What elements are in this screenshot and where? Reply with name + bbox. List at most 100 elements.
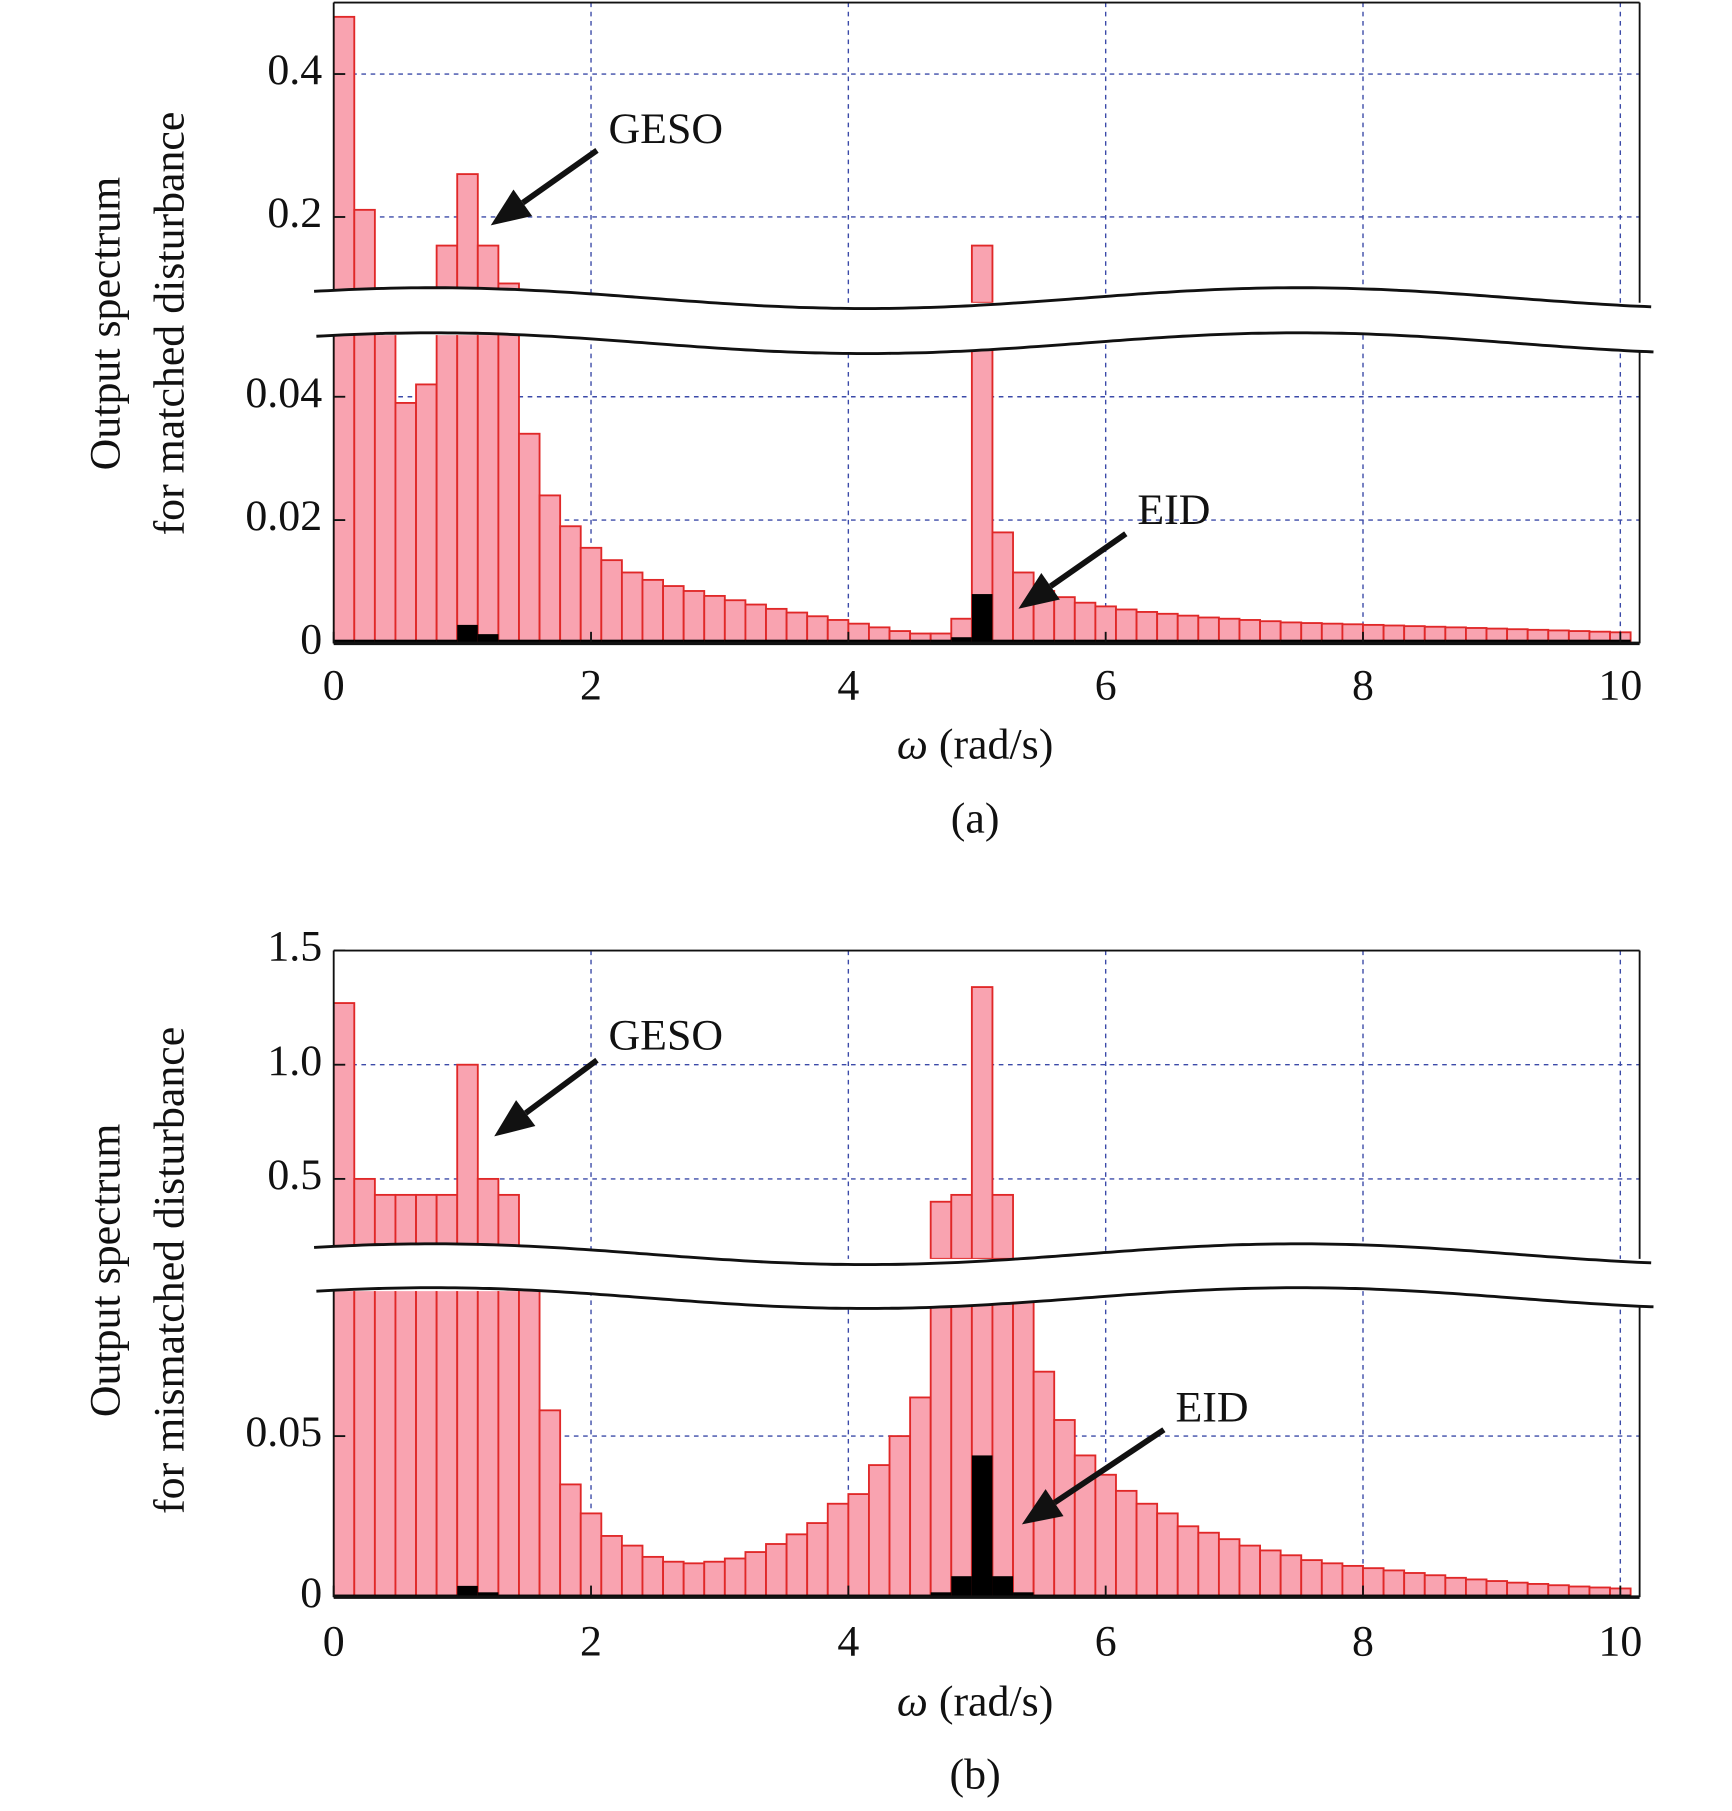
bar (559, 525, 582, 644)
bar (868, 639, 890, 644)
bar (1217, 1538, 1241, 1598)
arrow-head (494, 1100, 536, 1137)
bar (1300, 1559, 1323, 1598)
bar (374, 639, 396, 644)
bar (415, 383, 438, 644)
bar (1465, 639, 1487, 644)
y-tick-label: 0 (300, 615, 322, 663)
bar (785, 1533, 809, 1598)
bar (354, 639, 375, 644)
axis-break-line (316, 331, 1654, 356)
x-tick-label: 2 (580, 662, 602, 710)
bar (951, 637, 972, 644)
bar (909, 1396, 932, 1598)
arrow-head (1018, 573, 1060, 609)
bar (704, 639, 725, 644)
bar (1548, 639, 1569, 644)
bar (1363, 639, 1384, 644)
bar (333, 639, 355, 644)
x-tick-label: 10 (1598, 662, 1642, 710)
bar (970, 986, 994, 1259)
bar (1157, 639, 1178, 644)
bar (785, 611, 809, 644)
bar (1362, 1567, 1385, 1598)
y-tick-label: 0.4 (267, 46, 322, 94)
bar (621, 639, 643, 644)
x-tick-label: 8 (1352, 662, 1374, 710)
axis-break-line (316, 1286, 1654, 1310)
axis-break-line (313, 1242, 1652, 1267)
bar (1073, 601, 1097, 644)
y-tick-label: 0.2 (267, 189, 322, 237)
bar (1012, 571, 1035, 644)
bar (1507, 639, 1528, 644)
bar (476, 335, 500, 644)
bar (930, 639, 952, 644)
bar (682, 590, 706, 644)
bar (498, 639, 519, 644)
y-axis-label: Output spectrum (82, 177, 130, 471)
bar (1156, 612, 1179, 644)
bar (971, 594, 993, 644)
bar (1156, 1512, 1179, 1598)
bar (601, 639, 622, 644)
annotation-label: GESO (609, 105, 724, 153)
bar (1135, 611, 1159, 644)
bar (456, 1063, 479, 1259)
annotation-arrow (524, 1057, 599, 1116)
x-axis-label: ω (rad/s) (897, 1678, 1053, 1726)
bar (333, 1291, 356, 1598)
y-tick-label: 1.5 (267, 923, 322, 971)
bar (1342, 639, 1364, 644)
bar (826, 1502, 850, 1598)
bar (641, 578, 664, 644)
bar (745, 639, 767, 644)
bar (538, 1409, 562, 1598)
bar (1053, 596, 1076, 644)
bar (929, 1200, 953, 1259)
x-tick-label: 6 (1095, 662, 1117, 710)
bar (744, 603, 767, 644)
bar (538, 494, 562, 644)
bar (518, 639, 540, 644)
y-tick-label: 0.04 (245, 369, 322, 417)
bar (642, 639, 664, 644)
bar (1383, 639, 1405, 644)
bar (620, 571, 644, 644)
bar (868, 1464, 891, 1598)
bar (1074, 639, 1096, 644)
bar (703, 1560, 726, 1598)
bar (1382, 1569, 1406, 1598)
annotation-arrow (1048, 531, 1128, 589)
bar (1197, 616, 1220, 644)
bar (497, 335, 520, 644)
bar (970, 244, 994, 303)
bar (1589, 639, 1611, 644)
bar (847, 1493, 870, 1598)
annotation-label: EID (1137, 486, 1210, 534)
bar (456, 335, 479, 644)
bar (929, 1291, 953, 1598)
bar (395, 639, 417, 644)
bar (1423, 1574, 1447, 1598)
y-axis-label: for matched disturbance (145, 112, 193, 536)
bar (1280, 639, 1302, 644)
bar (641, 1555, 664, 1598)
bar (333, 1002, 356, 1259)
bar (1260, 639, 1281, 644)
bar (970, 335, 994, 644)
bar (1527, 639, 1549, 644)
bar (766, 639, 787, 644)
annotation-arrow (521, 147, 599, 206)
y-tick-label: 0.02 (245, 492, 322, 540)
bar (1279, 1554, 1303, 1598)
bar (1136, 639, 1158, 644)
bar (1259, 1549, 1282, 1598)
x-axis-label: ω (rad/s) (897, 721, 1053, 769)
bar (1239, 639, 1261, 644)
bar (1198, 639, 1219, 644)
bar (991, 1193, 1014, 1259)
bar (1115, 608, 1138, 644)
bar (1094, 1473, 1117, 1598)
bar (1197, 1531, 1220, 1598)
